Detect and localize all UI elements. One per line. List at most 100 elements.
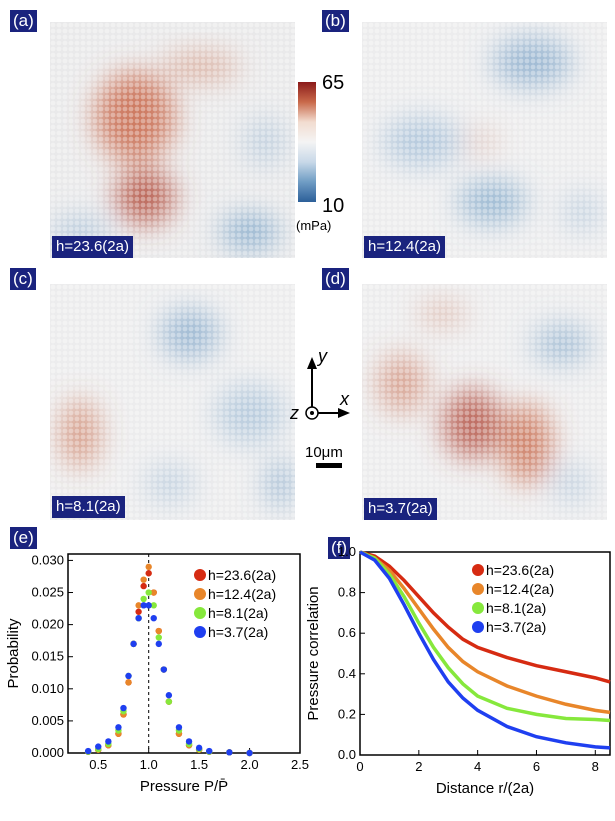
axes-glyph: y x z 10μm <box>290 346 350 468</box>
chart-f: 0 2 4 6 8 0.0 0.2 0.4 0.6 0.8 1.0 Distance r/(2a) Pr… <box>305 544 611 797</box>
y-tick-label: 0.8 <box>338 585 356 600</box>
x-tick-label: 0.5 <box>89 757 107 772</box>
y-tick-label: 0.000 <box>31 745 64 760</box>
legend-entry: h=3.7(2a) <box>486 619 546 635</box>
y-axis-title: Probability <box>5 618 22 689</box>
pressure-map-d-svg <box>362 284 607 520</box>
legend-marker <box>472 621 484 633</box>
pressure-map-c-svg <box>50 284 295 520</box>
legend-marker <box>472 602 484 614</box>
legend-entry: h=8.1(2a) <box>208 605 268 621</box>
data-point <box>155 627 162 635</box>
data-point <box>145 602 152 609</box>
h-label-a: h=23.6(2a) <box>52 236 133 258</box>
data-point <box>175 724 183 731</box>
data-point <box>185 738 193 745</box>
legend-entry: h=12.4(2a) <box>486 581 554 597</box>
y-tick-label: 0.005 <box>31 713 64 728</box>
h-label-c: h=8.1(2a) <box>52 496 125 518</box>
data-point <box>165 698 173 705</box>
y-tick-label: 0.015 <box>31 649 64 664</box>
legend-marker <box>472 583 484 595</box>
data-point <box>155 634 162 641</box>
panel-label-d: (d) <box>322 268 349 290</box>
y-tick-label: 0.4 <box>338 666 356 681</box>
series-line <box>359 550 611 684</box>
x-tick-label: 2.5 <box>291 757 309 772</box>
panel-label-a: (a) <box>10 10 37 32</box>
panel-label-e: (e) <box>10 527 37 549</box>
x-axis-label: x <box>339 389 350 409</box>
data-point <box>145 589 152 596</box>
x-axis-title: Distance r/(2a) <box>436 780 534 797</box>
series-line <box>359 550 611 723</box>
colorbar-min-label: 10 <box>322 195 345 217</box>
data-point <box>140 582 147 590</box>
pressure-map-c <box>50 284 295 520</box>
legend-entry: h=8.1(2a) <box>486 600 546 616</box>
z-axis-dot <box>310 411 314 415</box>
data-point <box>130 640 137 648</box>
chart-e: 0.5 1.0 1.5 2.0 2.5 0.000 0.005 0.010 0.015 0.020… <box>5 552 309 795</box>
legend-entry: h=23.6(2a) <box>208 567 276 583</box>
data-point <box>115 724 122 731</box>
z-axis-label: z <box>290 403 299 423</box>
legend-entry: h=12.4(2a) <box>208 586 276 602</box>
y-arrow-head <box>307 357 317 369</box>
data-point <box>125 672 132 680</box>
y-tick-label: 0.020 <box>31 617 64 632</box>
data-point <box>145 563 152 571</box>
series-line <box>359 550 611 715</box>
panel-label-c: (c) <box>10 268 36 290</box>
legend-marker <box>194 626 206 638</box>
legend-marker <box>194 588 206 600</box>
plot-frame <box>359 551 611 756</box>
data-point <box>95 743 102 750</box>
data-point <box>150 614 157 622</box>
data-point <box>150 589 157 596</box>
data-point <box>155 640 162 648</box>
data-point <box>135 614 142 622</box>
y-tick-label: 0.010 <box>31 681 64 696</box>
legend-marker <box>194 607 206 619</box>
x-tick-label: 6 <box>533 759 540 774</box>
legend-marker <box>194 569 206 581</box>
data-point <box>140 602 147 609</box>
data-point <box>120 704 127 712</box>
pressure-map-a-svg <box>50 22 295 258</box>
data-point <box>150 602 157 609</box>
pressure-map-a <box>50 22 295 258</box>
y-tick-label: 0.030 <box>31 552 64 567</box>
x-tick-label: 1.0 <box>140 757 158 772</box>
pressure-map-b-svg <box>362 22 607 258</box>
x-tick-label: 1.5 <box>190 757 208 772</box>
data-point <box>140 595 147 603</box>
data-point <box>125 679 132 686</box>
data-point <box>160 666 168 673</box>
legend-marker <box>472 564 484 576</box>
data-point <box>135 602 142 609</box>
y-axis-label: y <box>316 346 328 366</box>
colorbar-unit: (mPa) <box>296 218 332 233</box>
scalebar <box>316 463 342 468</box>
data-point <box>226 749 233 756</box>
x-arrow-head <box>338 408 350 418</box>
x-tick-label: 2.0 <box>241 757 259 772</box>
data-point <box>246 749 253 757</box>
x-tick-label: 0 <box>356 759 363 774</box>
data-point <box>195 744 203 752</box>
y-tick-label: 0.0 <box>338 747 356 762</box>
scalebar-label: 10μm <box>305 444 343 461</box>
y-tick-label: 0.6 <box>338 625 356 640</box>
panel-label-b: (b) <box>322 10 349 32</box>
y-tick-label: 0.025 <box>31 585 64 600</box>
h-label-d: h=3.7(2a) <box>364 498 437 520</box>
pressure-map-b <box>362 22 607 258</box>
plot-frame <box>67 553 301 754</box>
pressure-map-d <box>362 284 607 520</box>
data-point <box>206 747 213 755</box>
colorbar-max-label: 65 <box>322 72 345 94</box>
y-tick-label: 1.0 <box>338 544 356 559</box>
data-point <box>165 692 173 699</box>
x-tick-label: 8 <box>592 759 599 774</box>
